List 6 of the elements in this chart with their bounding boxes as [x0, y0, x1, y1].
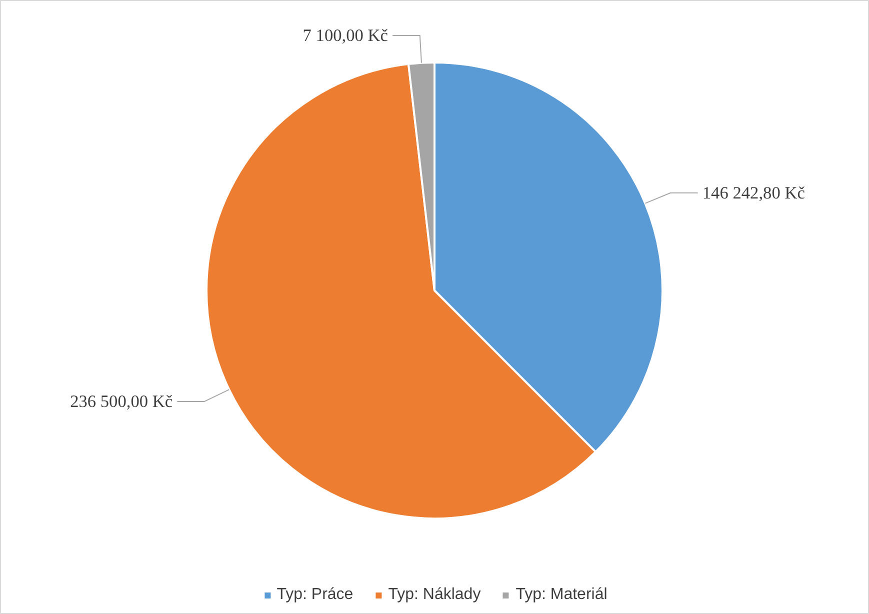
legend-label: Typ: Práce: [276, 586, 354, 604]
data-label: 7 100,00 Kč: [302, 26, 388, 46]
legend-label: Typ: Náklady: [388, 586, 481, 604]
data-label: 146 242,80 Kč: [702, 183, 806, 202]
data-label: 236 500,00 Kč: [70, 392, 173, 411]
legend-label: Typ: Materiál: [516, 586, 608, 604]
